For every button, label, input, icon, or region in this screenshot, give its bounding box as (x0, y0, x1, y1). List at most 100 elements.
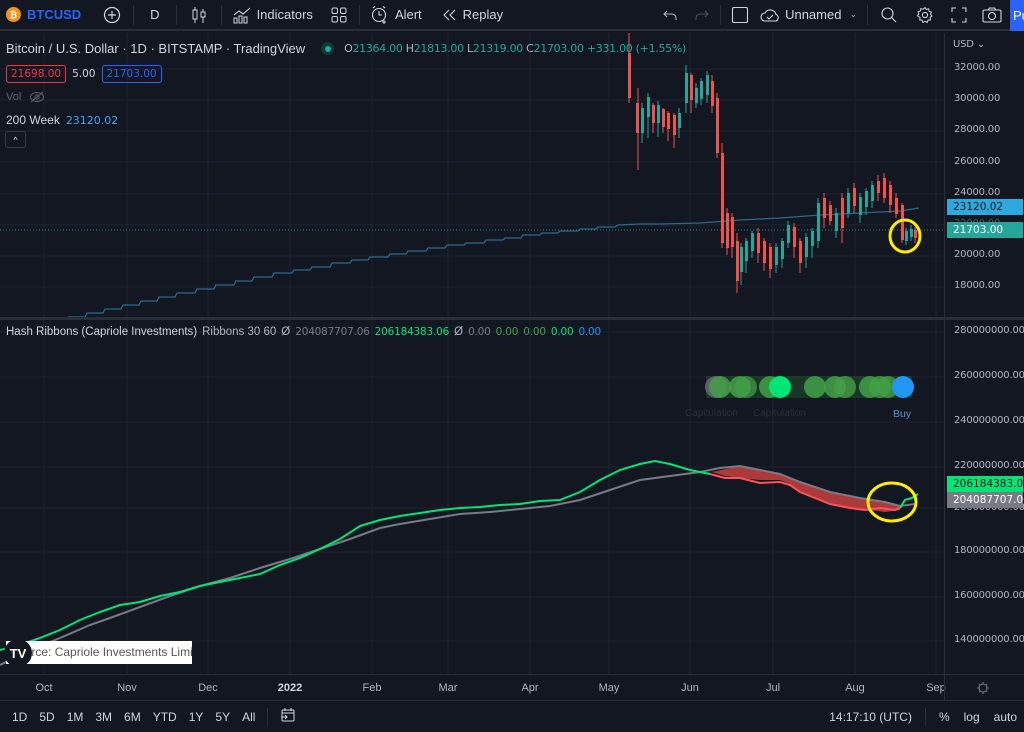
gear-icon (916, 6, 933, 23)
signal-label-buy: Buy (893, 408, 912, 420)
price-chart-canvas (0, 33, 944, 317)
alert-label: Alert (394, 7, 422, 22)
compare-symbol-button[interactable] (89, 0, 131, 30)
redo-button[interactable] (686, 0, 718, 30)
alarm-clock-icon (371, 5, 386, 24)
plot-value: 0.00 (495, 326, 519, 338)
settings-button[interactable] (908, 0, 942, 30)
axis-tick: 140000000.00 (954, 634, 1024, 645)
clock-timezone-button[interactable]: 14:17:10 (UTC) (829, 709, 912, 724)
range-button-1m[interactable]: 1M (66, 709, 84, 724)
indicator-title[interactable]: Hash Ribbons (Capriole Investments) (6, 326, 198, 338)
axis-tick: 180000000.00 (954, 545, 1024, 556)
null-symbol: Ø (454, 326, 464, 338)
toolbar-divider (924, 707, 926, 726)
indicators-icon (233, 7, 250, 23)
templates-button[interactable] (321, 0, 357, 30)
layout-select-button[interactable] (723, 0, 757, 30)
hash-ribbons-legend: Hash Ribbons (Capriole Investments) Ribb… (6, 326, 601, 338)
highlight-circle (888, 218, 922, 254)
ma-label: 200 Week (6, 113, 60, 127)
axis-tick: 220000000.00 (954, 460, 1024, 471)
range-button-1y[interactable]: 1Y (188, 709, 204, 724)
undo-button[interactable] (654, 0, 686, 30)
symbol-label: BTCUSD (27, 7, 82, 22)
currency-selector[interactable]: USD ⌄ (953, 39, 985, 50)
toolbar-divider (267, 707, 269, 726)
chart-type-button[interactable] (179, 0, 219, 30)
auto-scale-toggle[interactable]: auto (993, 709, 1017, 724)
range-button-all[interactable]: All (242, 709, 256, 724)
alert-button[interactable]: Alert (362, 0, 430, 30)
top-toolbar: ₿ BTCUSD D Indicators Alert Replay (0, 0, 1024, 31)
hash-ribbons-canvas (0, 320, 944, 674)
last-price-tag: 21703.00 (947, 222, 1023, 238)
chevron-up-icon: ^ (13, 134, 18, 145)
collapse-legend-button[interactable]: ^ (5, 131, 26, 148)
go-to-date-button[interactable] (274, 707, 302, 726)
plot-value: 0.00 (468, 326, 491, 338)
range-button-ytd[interactable]: YTD (152, 709, 177, 724)
search-button[interactable] (870, 0, 908, 30)
range-button-5d[interactable]: 5D (39, 709, 55, 724)
time-tick: May (598, 682, 620, 694)
time-tick: 2022 (277, 682, 303, 694)
toolbar-divider (175, 4, 177, 25)
signal-label-capitulation: Capitulation (753, 408, 806, 419)
time-tick: Apr (521, 682, 539, 694)
fullscreen-button[interactable] (942, 0, 976, 30)
save-layout-button[interactable]: Unnamed ⌄ (757, 0, 865, 30)
buy-price-button[interactable]: 21703.00 (101, 65, 162, 83)
time-tick: Mar (438, 682, 458, 694)
time-tick: Nov (117, 682, 137, 694)
percent-scale-toggle[interactable]: % (938, 709, 950, 724)
time-axis[interactable]: Oct Nov Dec 2022 Feb Mar Apr May Jun Jul… (0, 674, 946, 700)
ma-legend: 200 Week 23120.02 (6, 113, 118, 127)
axis-tick: 20000.00 (954, 249, 1001, 260)
price-pane[interactable]: Bitcoin / U.S. Dollar · 1D · BITSTAMP · … (0, 33, 944, 317)
time-tick: Feb (362, 682, 382, 694)
square-icon (732, 6, 749, 23)
pane-resize-handle[interactable] (0, 317, 1024, 320)
toolbar-divider (720, 4, 722, 25)
interval-button[interactable]: D (150, 7, 160, 22)
chart-settings-cell[interactable] (944, 674, 1024, 700)
indicators-button[interactable]: Indicators (224, 0, 321, 30)
replay-button[interactable]: Replay (430, 0, 511, 30)
range-button-6m[interactable]: 6M (124, 709, 141, 724)
hash-ribbons-pane[interactable]: Capitulation Capitulation Buy Hash Ribbo… (0, 320, 944, 674)
axis-tick: 260000000.00 (954, 370, 1024, 381)
ma-value: 23120.02 (65, 114, 119, 127)
eye-hidden-icon[interactable] (29, 91, 45, 103)
candlestick-icon (192, 6, 206, 23)
plot-value: 0.00 (578, 326, 602, 338)
fast-ribbon-value: 206184383.06 (374, 326, 450, 338)
publish-button[interactable]: Publish (1010, 0, 1024, 31)
axis-tick: 280000000.00 (954, 325, 1024, 336)
screenshot-button[interactable] (976, 0, 1024, 30)
log-scale-toggle[interactable]: log (963, 709, 980, 724)
plot-value: 0.00 (550, 326, 574, 338)
calendar-goto-icon (281, 708, 295, 722)
time-tick: Sep (926, 682, 946, 694)
redo-icon (695, 10, 709, 20)
signal-label-capitulation: Capitulation (685, 408, 738, 419)
range-button-3m[interactable]: 3M (95, 709, 113, 724)
grid-icon (331, 7, 347, 22)
range-button-1d[interactable]: 1D (12, 709, 28, 724)
time-tick: Oct (35, 682, 53, 694)
null-symbol: Ø (281, 326, 291, 338)
bitcoin-icon: ₿ (6, 7, 21, 22)
price-axis[interactable]: USD ⌄ 32000.00 30000.00 28000.00 26000.0… (944, 33, 1024, 317)
sell-price-button[interactable]: 21698.00 (6, 65, 67, 83)
market-status-icon[interactable] (321, 42, 335, 55)
symbol-search-button[interactable]: ₿ BTCUSD (0, 0, 89, 30)
indicator-axis[interactable]: 280000000.00 260000000.00 240000000.00 2… (944, 320, 1024, 674)
axis-tick: 160000000.00 (954, 590, 1024, 601)
range-button-5y[interactable]: 5Y (215, 709, 231, 724)
tradingview-logo-icon[interactable]: TV (4, 639, 32, 667)
cloud-check-icon (760, 8, 779, 22)
rewind-icon (442, 9, 456, 20)
time-tick: Jul (765, 682, 781, 694)
axis-tick: 240000000.00 (954, 415, 1024, 426)
